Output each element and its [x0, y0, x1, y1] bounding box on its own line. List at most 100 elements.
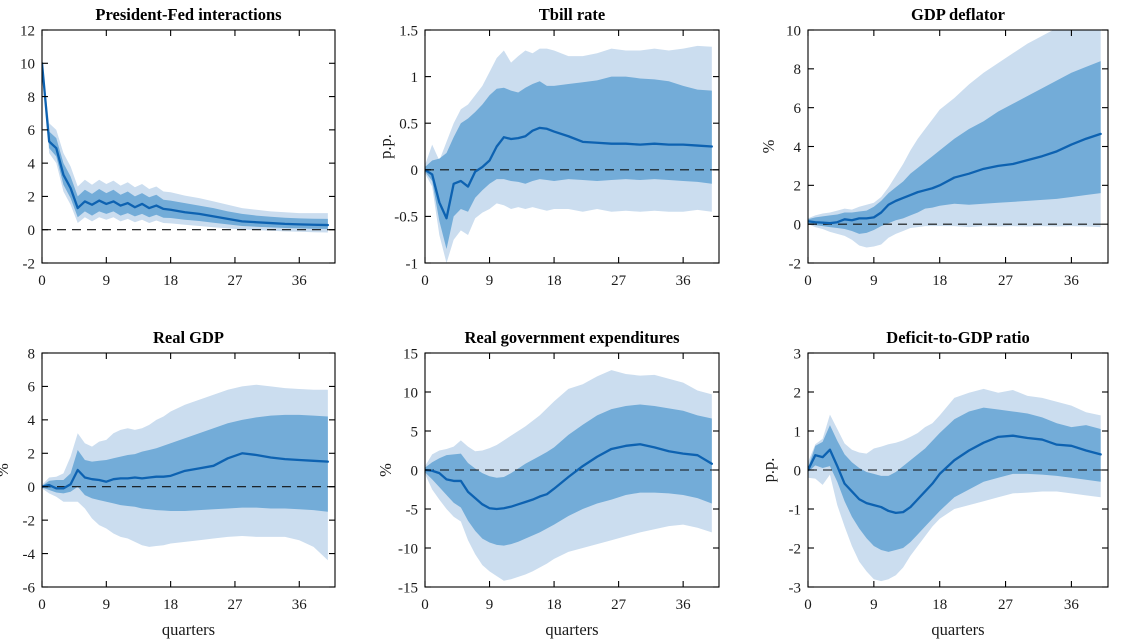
- x-tick-label: 27: [611, 597, 627, 613]
- panel-title: Deficit-to-GDP ratio: [886, 328, 1029, 347]
- panel-title: Tbill rate: [539, 5, 605, 24]
- y-axis-label: p.p.: [376, 134, 395, 159]
- x-tick-label: 36: [1064, 273, 1080, 289]
- axis-box: [41, 29, 336, 264]
- y-tick-label: 0: [411, 463, 419, 479]
- axis-box: [424, 29, 720, 264]
- x-tick-label: 0: [38, 273, 46, 289]
- y-axis-label: %: [0, 463, 12, 477]
- y-tick-label: -1: [406, 256, 419, 272]
- panel-real-gdp: 0 9 18 27 36 -6 -4 -2 0 2 4 6 8 Real GDP% quarters: [0, 328, 336, 639]
- x-tick-label: 18: [932, 597, 947, 613]
- y-tick-label: -2: [23, 256, 36, 272]
- x-tick-label: 0: [804, 273, 812, 289]
- x-tick-label: 9: [870, 273, 878, 289]
- x-tick-label: 9: [103, 597, 111, 613]
- y-tick-label: 10: [20, 57, 35, 73]
- y-tick-label: -10: [398, 541, 418, 557]
- y-tick-label: 4: [28, 156, 36, 172]
- y-tick-label: 8: [28, 90, 36, 106]
- y-tick-label: 12: [20, 23, 35, 39]
- inner-confidence-band: [808, 407, 1101, 552]
- median-irf-line: [42, 62, 329, 227]
- y-tick-label: 8: [794, 62, 802, 78]
- y-tick-label: 0.5: [399, 116, 418, 132]
- x-tick-label: 36: [292, 273, 308, 289]
- y-axis-label: %: [759, 139, 778, 153]
- median-irf-line: [425, 126, 713, 220]
- y-tick-label: 10: [786, 23, 801, 39]
- x-tick-label: 9: [486, 273, 494, 289]
- x-tick-label: 27: [227, 597, 243, 613]
- y-tick-label: 2: [28, 190, 36, 206]
- y-tick-label: 0: [28, 480, 36, 496]
- inner-confidence-band: [42, 63, 328, 229]
- x-axis-label: quarters: [931, 620, 984, 639]
- x-tick-label: 9: [870, 597, 878, 613]
- panel-title: President-Fed interactions: [95, 5, 282, 24]
- y-tick-label: 1.5: [399, 23, 418, 39]
- x-tick-label: 18: [163, 597, 178, 613]
- y-tick-label: -2: [789, 541, 802, 557]
- x-tick-label: 36: [1064, 597, 1080, 613]
- panel-title: Real GDP: [153, 328, 224, 347]
- y-tick-label: 1: [794, 424, 802, 440]
- panel-real-government-expenditures: 0 9 18 27 36 -15 -10 -5 0 5 10 15 Real government ex…: [376, 328, 720, 639]
- axis-box: [41, 352, 336, 588]
- y-tick-label: -6: [23, 580, 36, 596]
- y-tick-label: 10: [403, 385, 418, 401]
- y-tick-label: 15: [403, 346, 418, 362]
- x-tick-label: 27: [611, 273, 627, 289]
- x-tick-label: 18: [547, 273, 562, 289]
- median-irf-line: [808, 132, 1102, 225]
- median-irf-line: [425, 443, 713, 511]
- y-tick-label: 6: [28, 380, 36, 396]
- panel-tbill-rate: 0 9 18 27 36 -1 -0.5 0 0.5 1 1.5 Tbill rate p.p.: [376, 5, 720, 289]
- y-tick-label: 0: [794, 217, 802, 233]
- y-tick-label: 1: [411, 70, 419, 86]
- y-tick-label: 4: [794, 140, 802, 156]
- y-tick-label: -2: [789, 256, 802, 272]
- inner-confidence-band: [425, 404, 712, 546]
- x-tick-label: 9: [486, 597, 494, 613]
- x-tick-label: 18: [932, 273, 947, 289]
- y-tick-label: 5: [411, 424, 419, 440]
- y-tick-label: 0: [794, 463, 802, 479]
- median-irf-line: [808, 434, 1102, 515]
- inner-confidence-band: [42, 414, 328, 512]
- x-tick-label: 9: [103, 273, 111, 289]
- x-axis-label: quarters: [162, 620, 215, 639]
- y-tick-label: 2: [794, 385, 802, 401]
- x-tick-label: 27: [998, 597, 1014, 613]
- y-tick-label: 2: [794, 179, 802, 195]
- y-tick-label: 3: [794, 346, 802, 362]
- x-tick-label: 0: [421, 597, 429, 613]
- x-tick-label: 0: [421, 273, 429, 289]
- y-tick-label: 0: [411, 163, 419, 179]
- median-irf-line: [42, 452, 329, 490]
- y-tick-label: 8: [28, 346, 36, 362]
- panel-title: Real government expenditures: [464, 328, 680, 347]
- y-tick-label: -4: [23, 547, 36, 563]
- inner-confidence-band: [808, 61, 1101, 234]
- y-tick-label: -1: [789, 502, 802, 518]
- y-tick-label: -3: [789, 580, 802, 596]
- x-tick-label: 36: [676, 273, 692, 289]
- y-tick-label: -15: [398, 580, 418, 596]
- y-tick-label: 0: [28, 223, 36, 239]
- y-tick-label: 4: [28, 413, 36, 429]
- y-tick-label: 2: [28, 447, 36, 463]
- y-tick-label: -2: [23, 513, 36, 529]
- y-tick-label: -0.5: [394, 210, 418, 226]
- y-tick-label: 6: [794, 101, 802, 117]
- x-axis-label: quarters: [545, 620, 598, 639]
- y-axis-label: p.p.: [759, 458, 778, 483]
- panel-deficit-to-gdp-ratio: 0 9 18 27 36 -3 -2 -1 0 1 2 3 Deficit-to-GDP ratio p.…: [759, 328, 1109, 639]
- x-tick-label: 18: [547, 597, 562, 613]
- x-tick-label: 27: [227, 273, 243, 289]
- y-axis-label: %: [376, 463, 395, 477]
